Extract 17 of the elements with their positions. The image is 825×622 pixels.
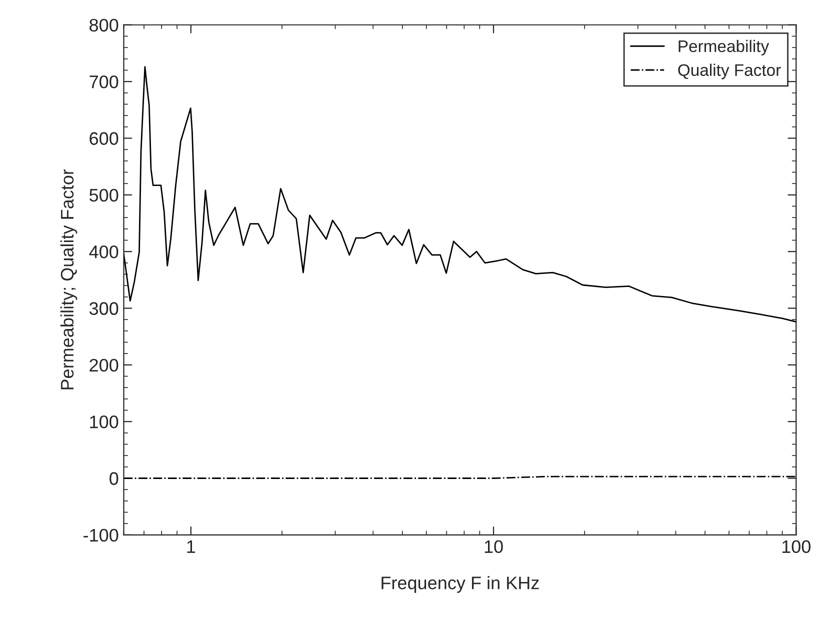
- legend-label: Permeability: [678, 40, 770, 56]
- legend-label: Quality Factor: [678, 64, 781, 80]
- x-tick-label: 1: [187, 540, 196, 553]
- y-tick-label: 300: [89, 302, 118, 315]
- y-tick-label: -100: [84, 528, 118, 542]
- x-axis-title: Frequency F in KHz: [382, 576, 539, 593]
- y-axis-title: Permeability; Quality Factor: [60, 169, 78, 390]
- y-tick-label: 800: [90, 18, 118, 32]
- y-tick-label: 600: [90, 132, 118, 145]
- x-tick-label: 10: [484, 540, 503, 554]
- y-tick-label: 100: [90, 416, 118, 428]
- x-tick-label: 100: [782, 540, 810, 554]
- y-tick-label: 700: [90, 75, 118, 88]
- y-tick-label: 400: [89, 246, 118, 258]
- y-tick-label: 200: [90, 358, 118, 372]
- y-tick-label: 500: [89, 188, 118, 202]
- y-tick-label: 0: [110, 472, 118, 485]
